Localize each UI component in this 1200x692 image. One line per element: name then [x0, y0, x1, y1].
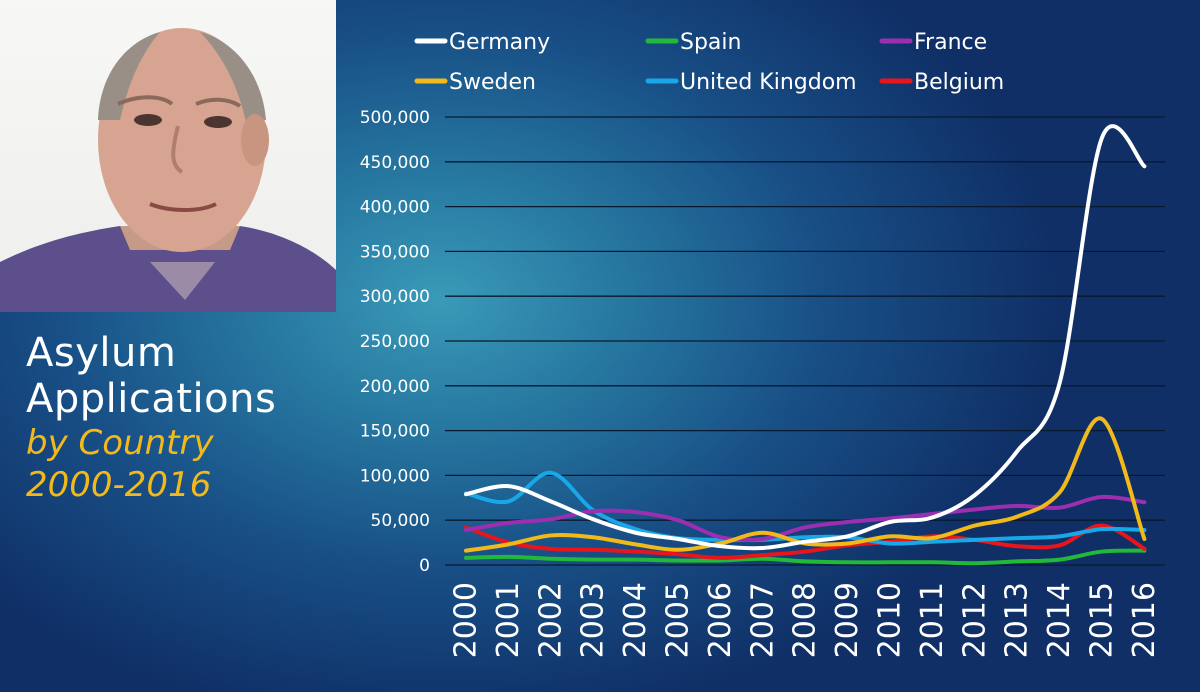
legend-label: Germany	[449, 30, 550, 55]
y-tick-label: 400,000	[360, 198, 430, 218]
series-line-germany	[464, 124, 1147, 551]
x-tick-label: 2009	[830, 582, 865, 658]
presenter-video-frame	[0, 0, 336, 312]
x-tick-label: 2012	[957, 582, 992, 658]
gridlines	[445, 116, 1165, 566]
legend-label: Belgium	[914, 70, 1004, 95]
y-tick-label: 200,000	[360, 377, 430, 397]
y-tick-label: 450,000	[360, 153, 430, 173]
legend-label: United Kingdom	[680, 70, 857, 95]
series-lines	[464, 124, 1147, 566]
y-tick-label: 500,000	[360, 108, 430, 128]
slide-title: Asylum Applications by Country 2000-2016	[26, 330, 276, 506]
y-tick-label: 150,000	[360, 422, 430, 442]
legend-item-spain: Spain	[645, 30, 741, 55]
y-tick-label: 100,000	[360, 466, 430, 486]
title-line-1: Asylum	[26, 330, 177, 376]
x-tick-label: 2014	[1042, 582, 1077, 658]
x-tick-label: 2006	[703, 582, 738, 658]
subtitle-line-1: by Country	[26, 423, 214, 463]
x-tick-label: 2013	[1000, 582, 1035, 658]
title-line-2: Applications	[26, 376, 277, 422]
legend-item-united-kingdom: United Kingdom	[645, 70, 857, 95]
legend-label: Sweden	[449, 70, 536, 95]
x-tick-label: 2011	[915, 582, 950, 658]
legend-item-france: France	[879, 30, 987, 55]
subtitle-line-2: 2000-2016	[26, 465, 212, 505]
x-tick-label: 2005	[661, 582, 696, 658]
y-axis-ticks: 0 50,000 100,000 150,000 200,000 250,000 300,0…	[360, 108, 430, 576]
legend-item-germany: Germany	[414, 30, 550, 55]
legend-item-sweden: Sweden	[414, 70, 536, 95]
x-tick-label: 2008	[788, 582, 823, 658]
x-axis-ticks: 2000 2001 2002 2003 2004 2005 2006 2007 2008 2009…	[449, 582, 1162, 658]
y-tick-label: 250,000	[360, 332, 430, 352]
x-tick-label: 2000	[449, 582, 484, 658]
legend-label: Spain	[680, 30, 741, 55]
x-tick-label: 2010	[873, 582, 908, 658]
x-tick-label: 2002	[533, 582, 568, 658]
y-tick-label: 50,000	[371, 511, 430, 531]
legend: Germany Spain France Sweden United Kingdom Be…	[414, 30, 1004, 95]
x-tick-label: 2016	[1127, 582, 1162, 658]
legend-item-belgium: Belgium	[879, 70, 1004, 95]
presenter-silhouette	[0, 28, 336, 312]
legend-label: France	[914, 30, 987, 55]
y-tick-label: 350,000	[360, 242, 430, 262]
x-tick-label: 2007	[745, 582, 780, 658]
x-tick-label: 2003	[576, 582, 611, 658]
x-tick-label: 2004	[618, 582, 653, 658]
y-tick-label: 300,000	[360, 287, 430, 307]
y-tick-label: 0	[419, 556, 430, 576]
x-tick-label: 2001	[491, 582, 526, 658]
series-line-sweden	[464, 416, 1147, 553]
x-tick-label: 2015	[1085, 582, 1120, 658]
